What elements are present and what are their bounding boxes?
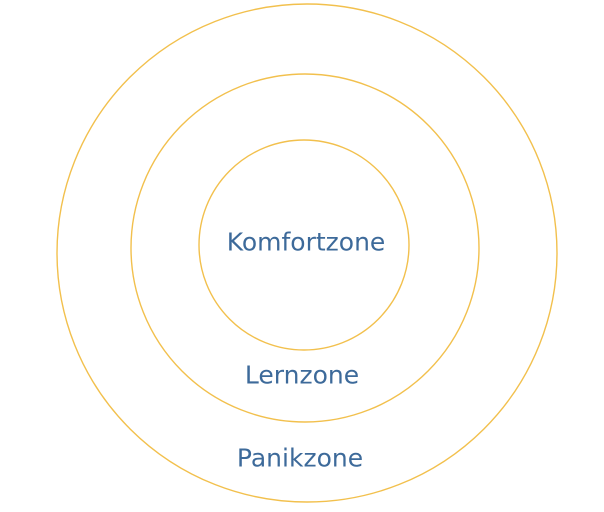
middle-ring-lernzone: [130, 73, 480, 423]
label-lernzone: Lernzone: [245, 361, 359, 390]
inner-ring-komfortzone: [198, 139, 410, 351]
label-panikzone: Panikzone: [237, 444, 363, 473]
outer-ring-panikzone: [56, 3, 558, 503]
label-komfortzone: Komfortzone: [227, 228, 386, 257]
